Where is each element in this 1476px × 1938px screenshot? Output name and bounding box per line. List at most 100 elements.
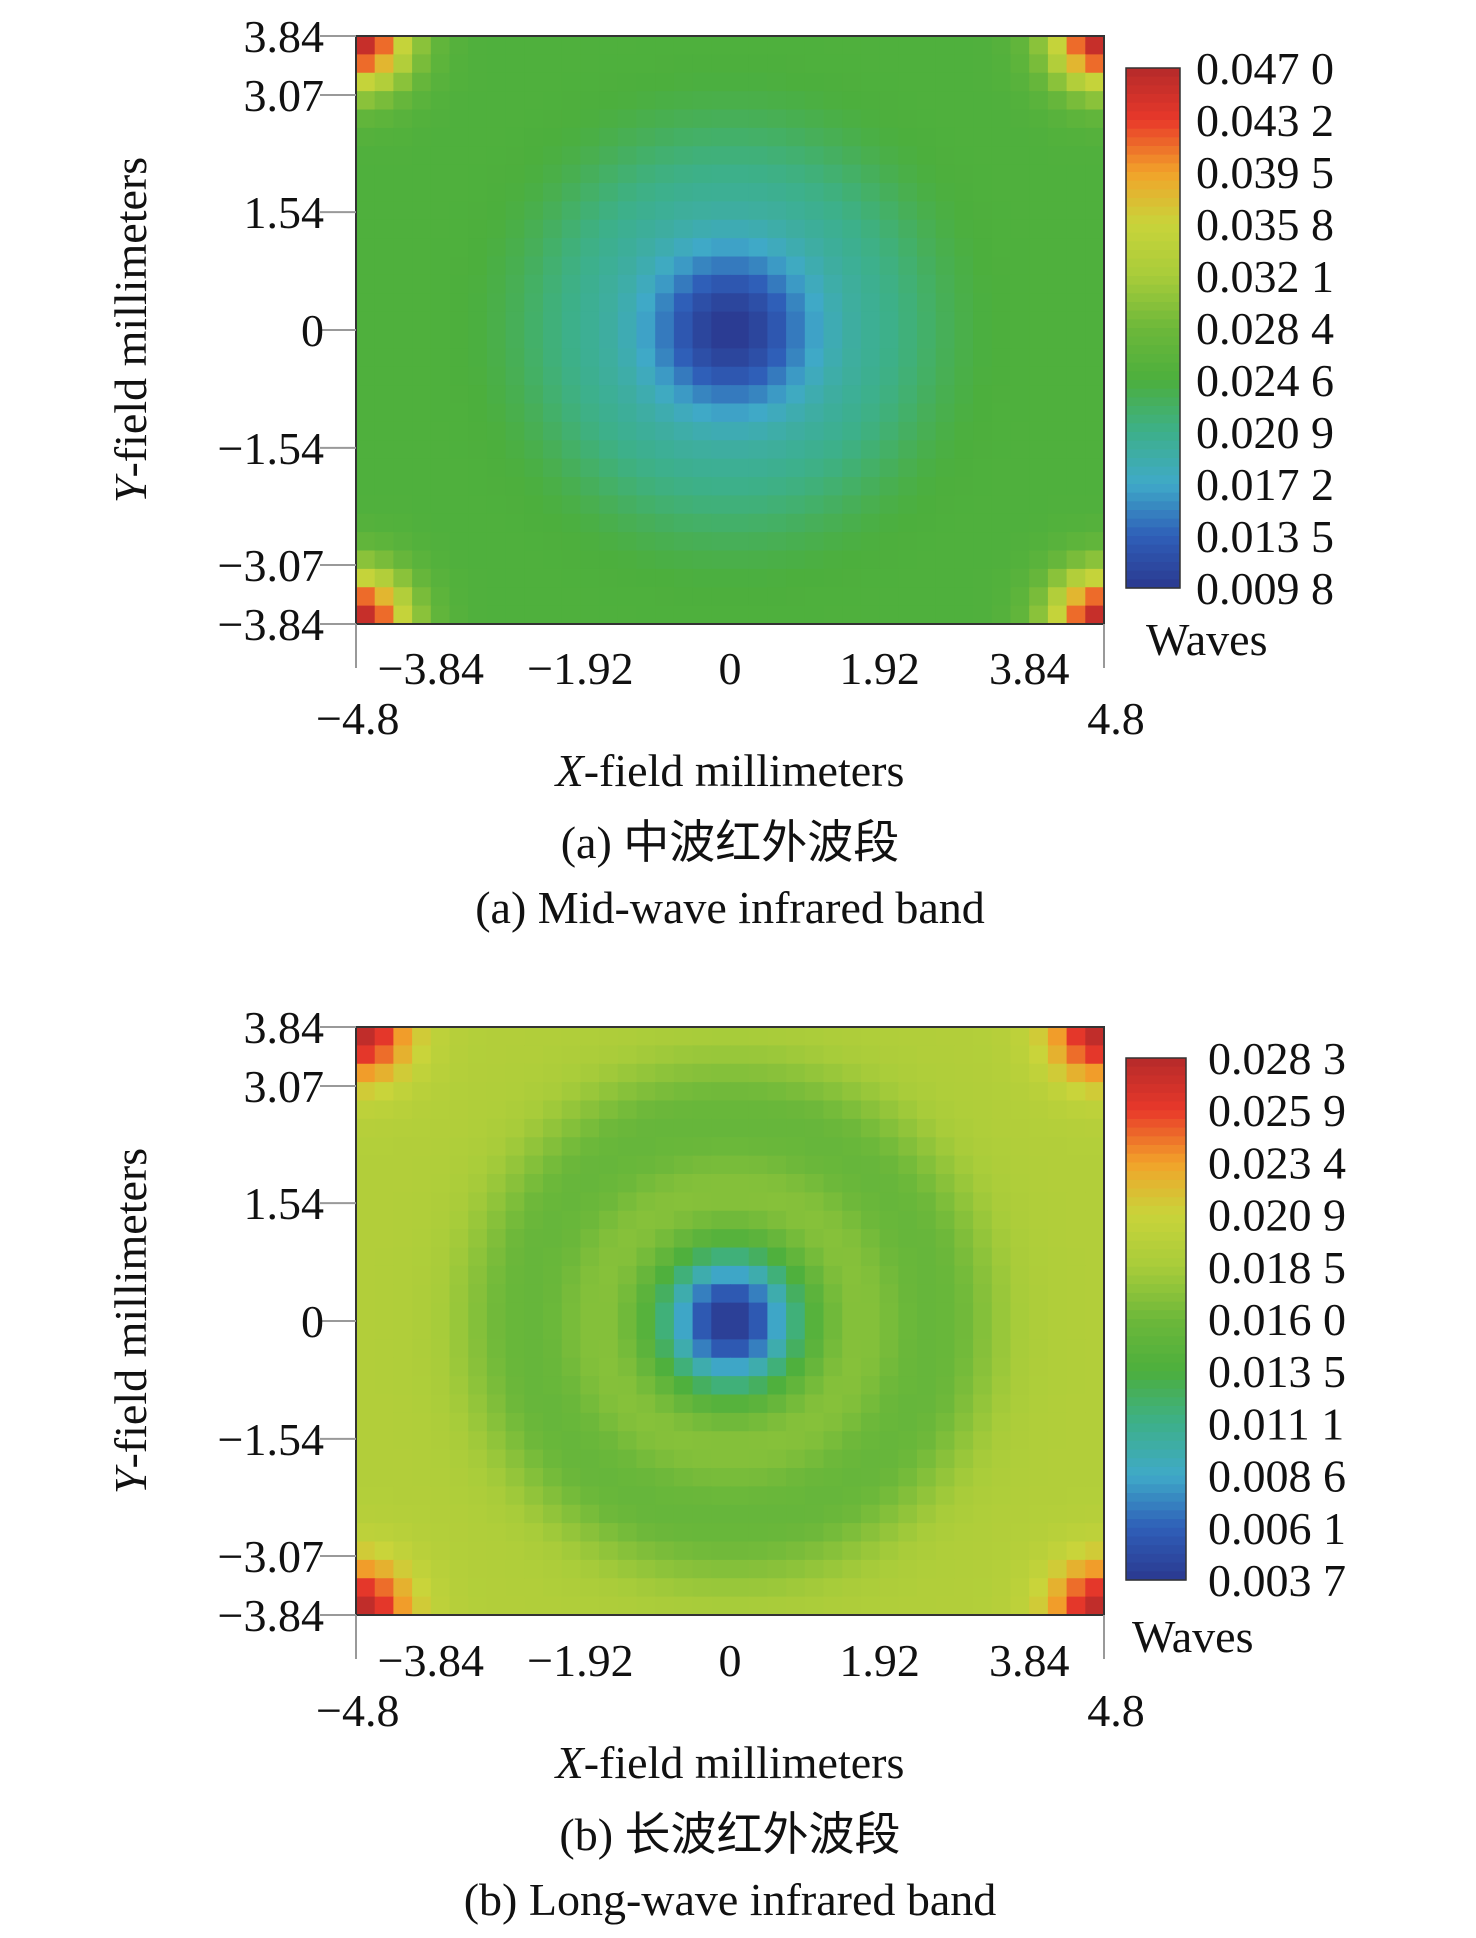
heatmap-cell	[767, 1137, 787, 1157]
heatmap-cell	[786, 330, 806, 349]
heatmap-cell	[524, 330, 544, 349]
heatmap-cell	[1085, 1137, 1105, 1157]
heatmap-cell	[804, 330, 825, 349]
heatmap-cell	[1066, 1559, 1086, 1579]
heatmap-cell	[711, 495, 731, 515]
heatmap-cell	[711, 385, 731, 405]
heatmap-cell	[1066, 550, 1086, 570]
y-tick-label: 0	[301, 305, 324, 356]
heatmap-cell	[412, 1523, 432, 1543]
heatmap-cell	[692, 1376, 712, 1396]
heatmap-cell	[1066, 238, 1086, 258]
heatmap-cell	[543, 311, 563, 331]
heatmap-cell	[599, 146, 619, 166]
heatmap-cell	[767, 1027, 787, 1046]
heatmap-cell	[935, 1174, 955, 1193]
heatmap-cell	[786, 183, 806, 202]
heatmap-cell	[730, 330, 750, 349]
heatmap-cell	[449, 1468, 469, 1487]
heatmap-cell	[393, 1394, 413, 1414]
heatmap-cell	[711, 1412, 731, 1432]
heatmap-cell	[917, 201, 937, 221]
heatmap-cell	[748, 1596, 768, 1616]
heatmap-cell	[692, 274, 712, 294]
heatmap-cell	[954, 477, 974, 496]
heatmap-cell	[823, 1376, 843, 1396]
heatmap-cell	[748, 1174, 768, 1193]
heatmap-cell	[1066, 1596, 1086, 1616]
heatmap-cell	[804, 421, 825, 441]
heatmap-cell	[617, 1339, 638, 1359]
heatmap-cell	[393, 330, 413, 349]
heatmap-cell	[486, 513, 507, 533]
heatmap-cell	[935, 1376, 955, 1396]
colorbar-swatch	[1126, 1092, 1186, 1103]
heatmap-cell	[973, 1155, 993, 1175]
colorbar-swatch	[1126, 137, 1180, 147]
heatmap-cell	[636, 274, 656, 294]
heatmap-cell	[917, 91, 937, 111]
heatmap-cell	[617, 311, 638, 331]
heatmap-cell	[991, 1284, 1012, 1304]
heatmap-cell	[524, 1504, 544, 1524]
heatmap-cell	[730, 1504, 750, 1524]
heatmap-cell	[636, 293, 656, 313]
heatmap-cell	[449, 440, 469, 460]
heatmap-cell	[842, 1045, 862, 1065]
heatmap-cell	[730, 36, 750, 55]
heatmap-cell	[543, 1357, 563, 1377]
heatmap-cell	[991, 550, 1012, 570]
heatmap-cell	[1029, 1247, 1049, 1267]
heatmap-cell	[879, 568, 899, 588]
heatmap-cell	[543, 330, 563, 349]
heatmap-cell	[505, 293, 525, 313]
heatmap-cell	[655, 1027, 675, 1046]
heatmap-cell	[580, 1339, 600, 1359]
heatmap-cell	[655, 385, 675, 405]
heatmap-cell	[711, 146, 731, 166]
heatmap-cell	[430, 1486, 451, 1506]
heatmap-cell	[954, 1155, 974, 1175]
heatmap-cell	[898, 1265, 918, 1285]
heatmap-cell	[393, 1155, 413, 1175]
heatmap-cell	[617, 1468, 638, 1487]
heatmap-cell	[692, 385, 712, 405]
heatmap-cell	[580, 458, 600, 478]
heatmap-cell	[1010, 1431, 1030, 1451]
heatmap-cell	[430, 532, 451, 552]
heatmap-cell	[673, 348, 694, 368]
heatmap-cell	[917, 1045, 937, 1065]
heatmap-cell	[524, 219, 544, 239]
heatmap-cell	[486, 36, 507, 55]
heatmap-cell	[505, 1137, 525, 1157]
heatmap-cell	[1085, 1523, 1105, 1543]
x-axis-b: −3.84 −1.92 0 1.92 3.84−4.8 4.8	[316, 1615, 1145, 1736]
heatmap-cell	[917, 1265, 937, 1285]
heatmap-cell	[954, 109, 974, 129]
heatmap-cell	[599, 1559, 619, 1579]
heatmap-cell	[543, 1118, 563, 1138]
heatmap-cell	[356, 1302, 376, 1322]
heatmap-cell	[842, 550, 862, 570]
heatmap-cell	[973, 127, 993, 147]
heatmap-cell	[655, 146, 675, 166]
heatmap-cell	[973, 274, 993, 294]
heatmap-cell	[898, 1449, 918, 1469]
heatmap-cell	[917, 1504, 937, 1524]
heatmap-cell	[842, 1596, 862, 1616]
heatmap-cell	[804, 1559, 825, 1579]
heatmap-cell	[842, 311, 862, 331]
colorbar-tick-label: 0.018 5	[1208, 1242, 1346, 1293]
heatmap-cell	[673, 532, 694, 552]
heatmap-cell	[636, 1412, 656, 1432]
heatmap-cell	[524, 366, 544, 386]
heatmap-cell	[1085, 36, 1105, 55]
heatmap-cell	[954, 1063, 974, 1083]
heatmap-cell	[580, 1247, 600, 1267]
heatmap-cell	[973, 1523, 993, 1543]
heatmap-cell	[954, 1265, 974, 1285]
heatmap-cell	[561, 1486, 581, 1506]
heatmap-cell	[543, 1486, 563, 1506]
heatmap-cell	[767, 1321, 787, 1340]
heatmap-cell	[991, 1357, 1012, 1377]
